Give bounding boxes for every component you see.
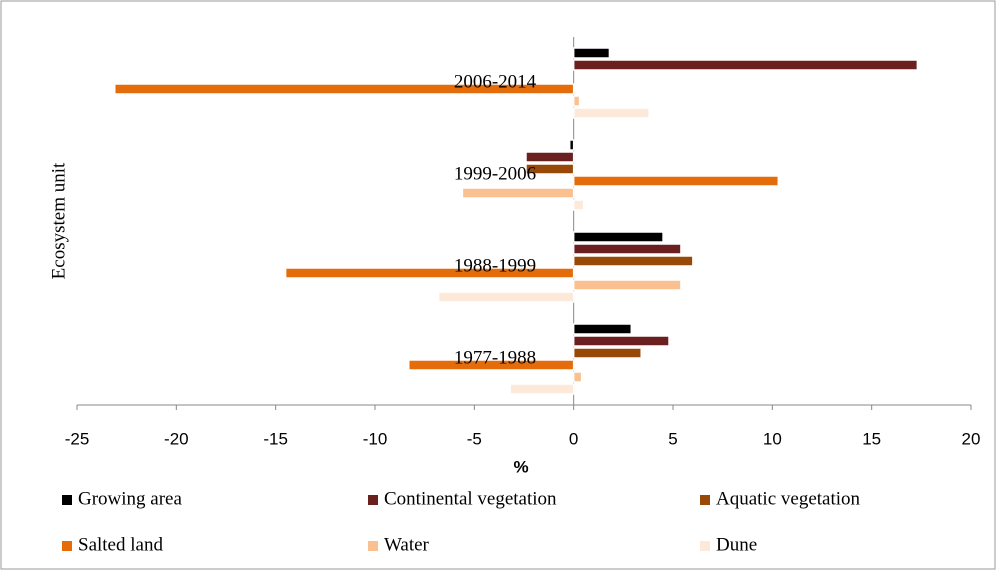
bar (572, 95, 581, 107)
x-tick-label: 10 (763, 429, 782, 448)
bar (572, 107, 650, 119)
bar (572, 175, 780, 187)
bar (437, 291, 575, 303)
bar (509, 383, 575, 395)
legend-label: Aquatic vegetation (716, 488, 861, 509)
legend-swatch (368, 495, 378, 505)
legend-label: Dune (716, 534, 757, 555)
x-tick-label: -25 (65, 429, 90, 448)
x-tick-label: 0 (569, 429, 578, 448)
legend-swatch (62, 541, 72, 551)
bar (461, 187, 575, 199)
bar (572, 47, 611, 59)
bar (568, 139, 575, 151)
bar (113, 83, 575, 95)
legend-label: Growing area (78, 488, 182, 509)
category-label: 1977-1988 (454, 347, 536, 368)
legend-label: Salted land (78, 534, 163, 555)
bar (572, 323, 633, 335)
bar (572, 335, 670, 347)
bar (525, 151, 575, 163)
category-label: 1988-1999 (454, 255, 536, 276)
category-label: 1999-2006 (454, 163, 536, 184)
bar (525, 163, 575, 175)
bar (284, 267, 575, 279)
legend-swatch (700, 495, 710, 505)
legend-swatch (368, 541, 378, 551)
bar (572, 347, 642, 359)
legend-swatch (700, 541, 710, 551)
bar (572, 255, 694, 267)
bar (572, 59, 919, 71)
x-tick-label: -20 (164, 429, 189, 448)
x-tick-label: -10 (363, 429, 388, 448)
x-tick-label: 20 (962, 429, 981, 448)
bar (408, 359, 575, 371)
legend-swatch (62, 495, 72, 505)
category-label: 2006-2014 (454, 71, 537, 92)
x-tick-label: 15 (862, 429, 881, 448)
legend-label: Water (384, 534, 430, 555)
bar (572, 243, 682, 255)
x-tick-label: 5 (668, 429, 677, 448)
x-axis-label: % (513, 457, 528, 476)
x-tick-label: -15 (263, 429, 288, 448)
bar (572, 279, 682, 291)
legend-label: Continental vegetation (384, 488, 557, 509)
x-tick-label: -5 (467, 429, 482, 448)
bar (572, 199, 585, 211)
bar (572, 371, 583, 383)
y-axis-label: Ecosystem unit (48, 162, 69, 279)
bar (572, 231, 664, 243)
